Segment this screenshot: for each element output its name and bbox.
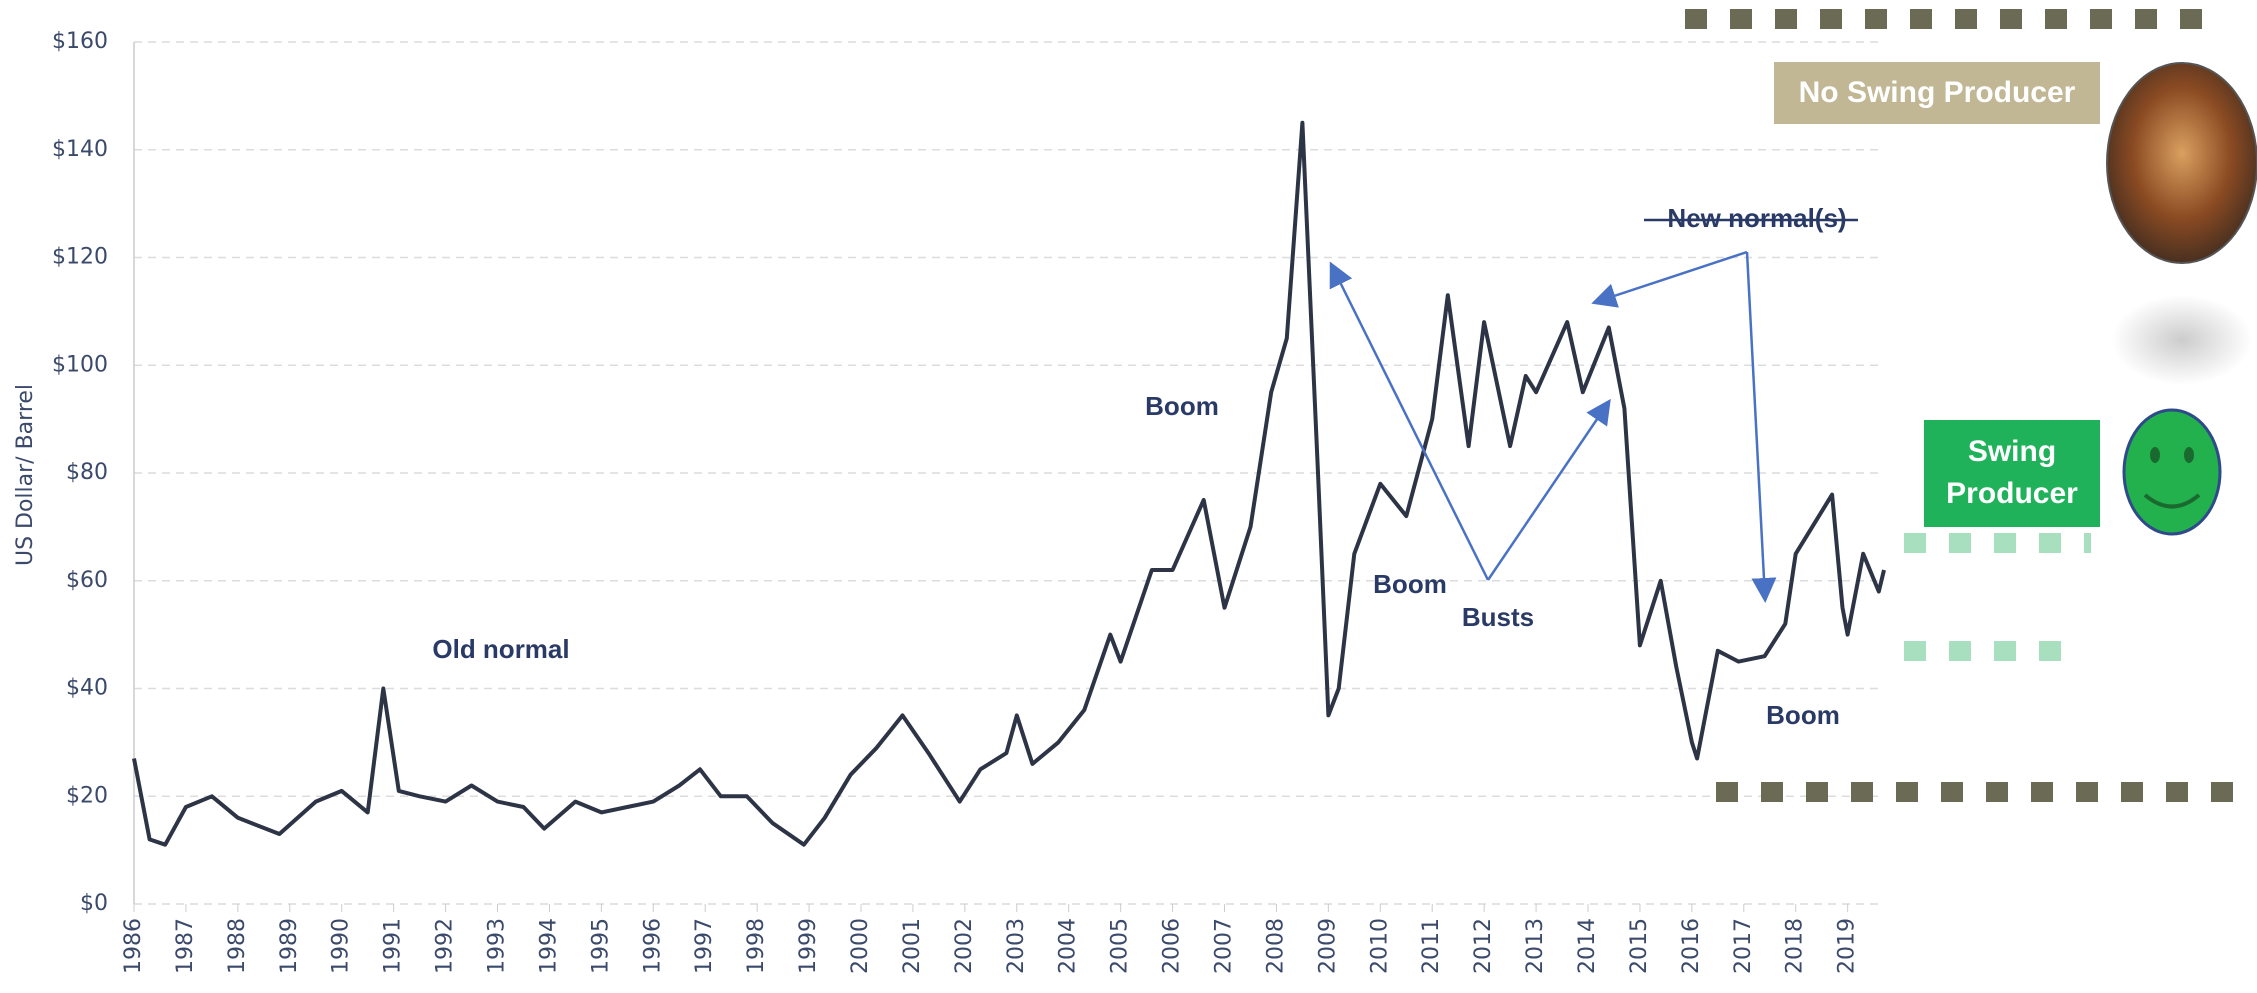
x-tick-label: 2017: [1731, 918, 1756, 974]
x-tick-label: 1989: [277, 918, 302, 974]
y-tick-label: $140: [52, 137, 108, 162]
y-tick-label: $40: [66, 676, 108, 701]
arrow: [1329, 261, 1490, 581]
x-tick-label: 2007: [1212, 918, 1237, 974]
x-tick-label: 2003: [1004, 918, 1029, 974]
annotation: Boom: [1766, 700, 1840, 730]
x-tick-label: 2002: [952, 918, 977, 974]
smiley-face: [2122, 408, 2222, 536]
x-tick-label: 1987: [173, 918, 198, 974]
box-label: No Swing Producer: [1799, 76, 2076, 109]
x-tick-label: 1997: [692, 918, 717, 974]
x-tick-label: 1992: [433, 918, 458, 974]
x-tick-label: 2013: [1523, 918, 1548, 974]
x-tick-label: 2001: [900, 918, 925, 974]
price-line: [132, 120, 1886, 847]
box-label: Producer: [1946, 477, 2078, 510]
shadow: [2112, 295, 2252, 385]
y-tick-label: $0: [80, 891, 108, 916]
y-tick-label: $100: [52, 352, 108, 377]
y-axis-label: US Dollar/ Barrel: [13, 384, 38, 566]
x-tick-label: 2009: [1315, 918, 1340, 974]
annotation: Busts: [1462, 602, 1534, 632]
eye: [2184, 447, 2194, 463]
x-tick-label: 2004: [1056, 918, 1081, 974]
annotation: New normal(s): [1667, 203, 1846, 233]
grid: $0 $20 $40 $60 $80 $100 $120 $140 $160 1986 1987 19…: [52, 29, 1884, 974]
x-tick-label: 2008: [1263, 918, 1288, 974]
x-tick-label: 2014: [1575, 918, 1600, 974]
x-tick-label: 1994: [536, 918, 561, 974]
x-tick-label: 2015: [1627, 918, 1652, 974]
x-tick-label: 2018: [1783, 918, 1808, 974]
plot: [132, 120, 1886, 847]
eye: [2150, 447, 2160, 463]
x-tick-label: 2006: [1160, 918, 1185, 974]
mouth: [2143, 493, 2201, 509]
y-tick-label: $20: [66, 783, 108, 808]
x-tick-label: 2005: [1108, 918, 1133, 974]
y-tick-label: $80: [66, 460, 108, 485]
annotation: Boom: [1373, 569, 1447, 599]
x-tick-label: 1988: [225, 918, 250, 974]
y-tick-label: $160: [52, 29, 108, 54]
label-box: [1774, 62, 2100, 124]
x-tick-label: 2010: [1367, 918, 1392, 974]
x-tick-label: 2012: [1471, 918, 1496, 974]
x-tick-label: 1999: [796, 918, 821, 974]
x-tick-label: 2016: [1679, 918, 1704, 974]
x-tick-label: 1998: [744, 918, 769, 974]
y-tick-label: $60: [66, 568, 108, 593]
x-tick-label: 1996: [640, 918, 665, 974]
arrow: [1486, 398, 1611, 581]
annotation: Old normal: [432, 634, 569, 664]
label-box: [1924, 420, 2100, 527]
arrow: [1745, 251, 1777, 603]
x-tick-label: 1986: [121, 918, 146, 974]
box-label: Swing: [1968, 435, 2056, 468]
arrow: [1591, 250, 1748, 308]
x-tick-label: 1990: [329, 918, 354, 974]
x-tick-label: 2019: [1835, 918, 1860, 974]
x-tick-label: 1995: [588, 918, 613, 974]
x-tick-label: 2011: [1419, 918, 1444, 974]
annotation: Boom: [1145, 391, 1219, 421]
x-tick-label: 1993: [485, 918, 510, 974]
x-tick-label: 2000: [848, 918, 873, 974]
x-tick-label: 1991: [381, 918, 406, 974]
y-tick-label: $120: [52, 245, 108, 270]
scream-face: [2106, 62, 2257, 264]
